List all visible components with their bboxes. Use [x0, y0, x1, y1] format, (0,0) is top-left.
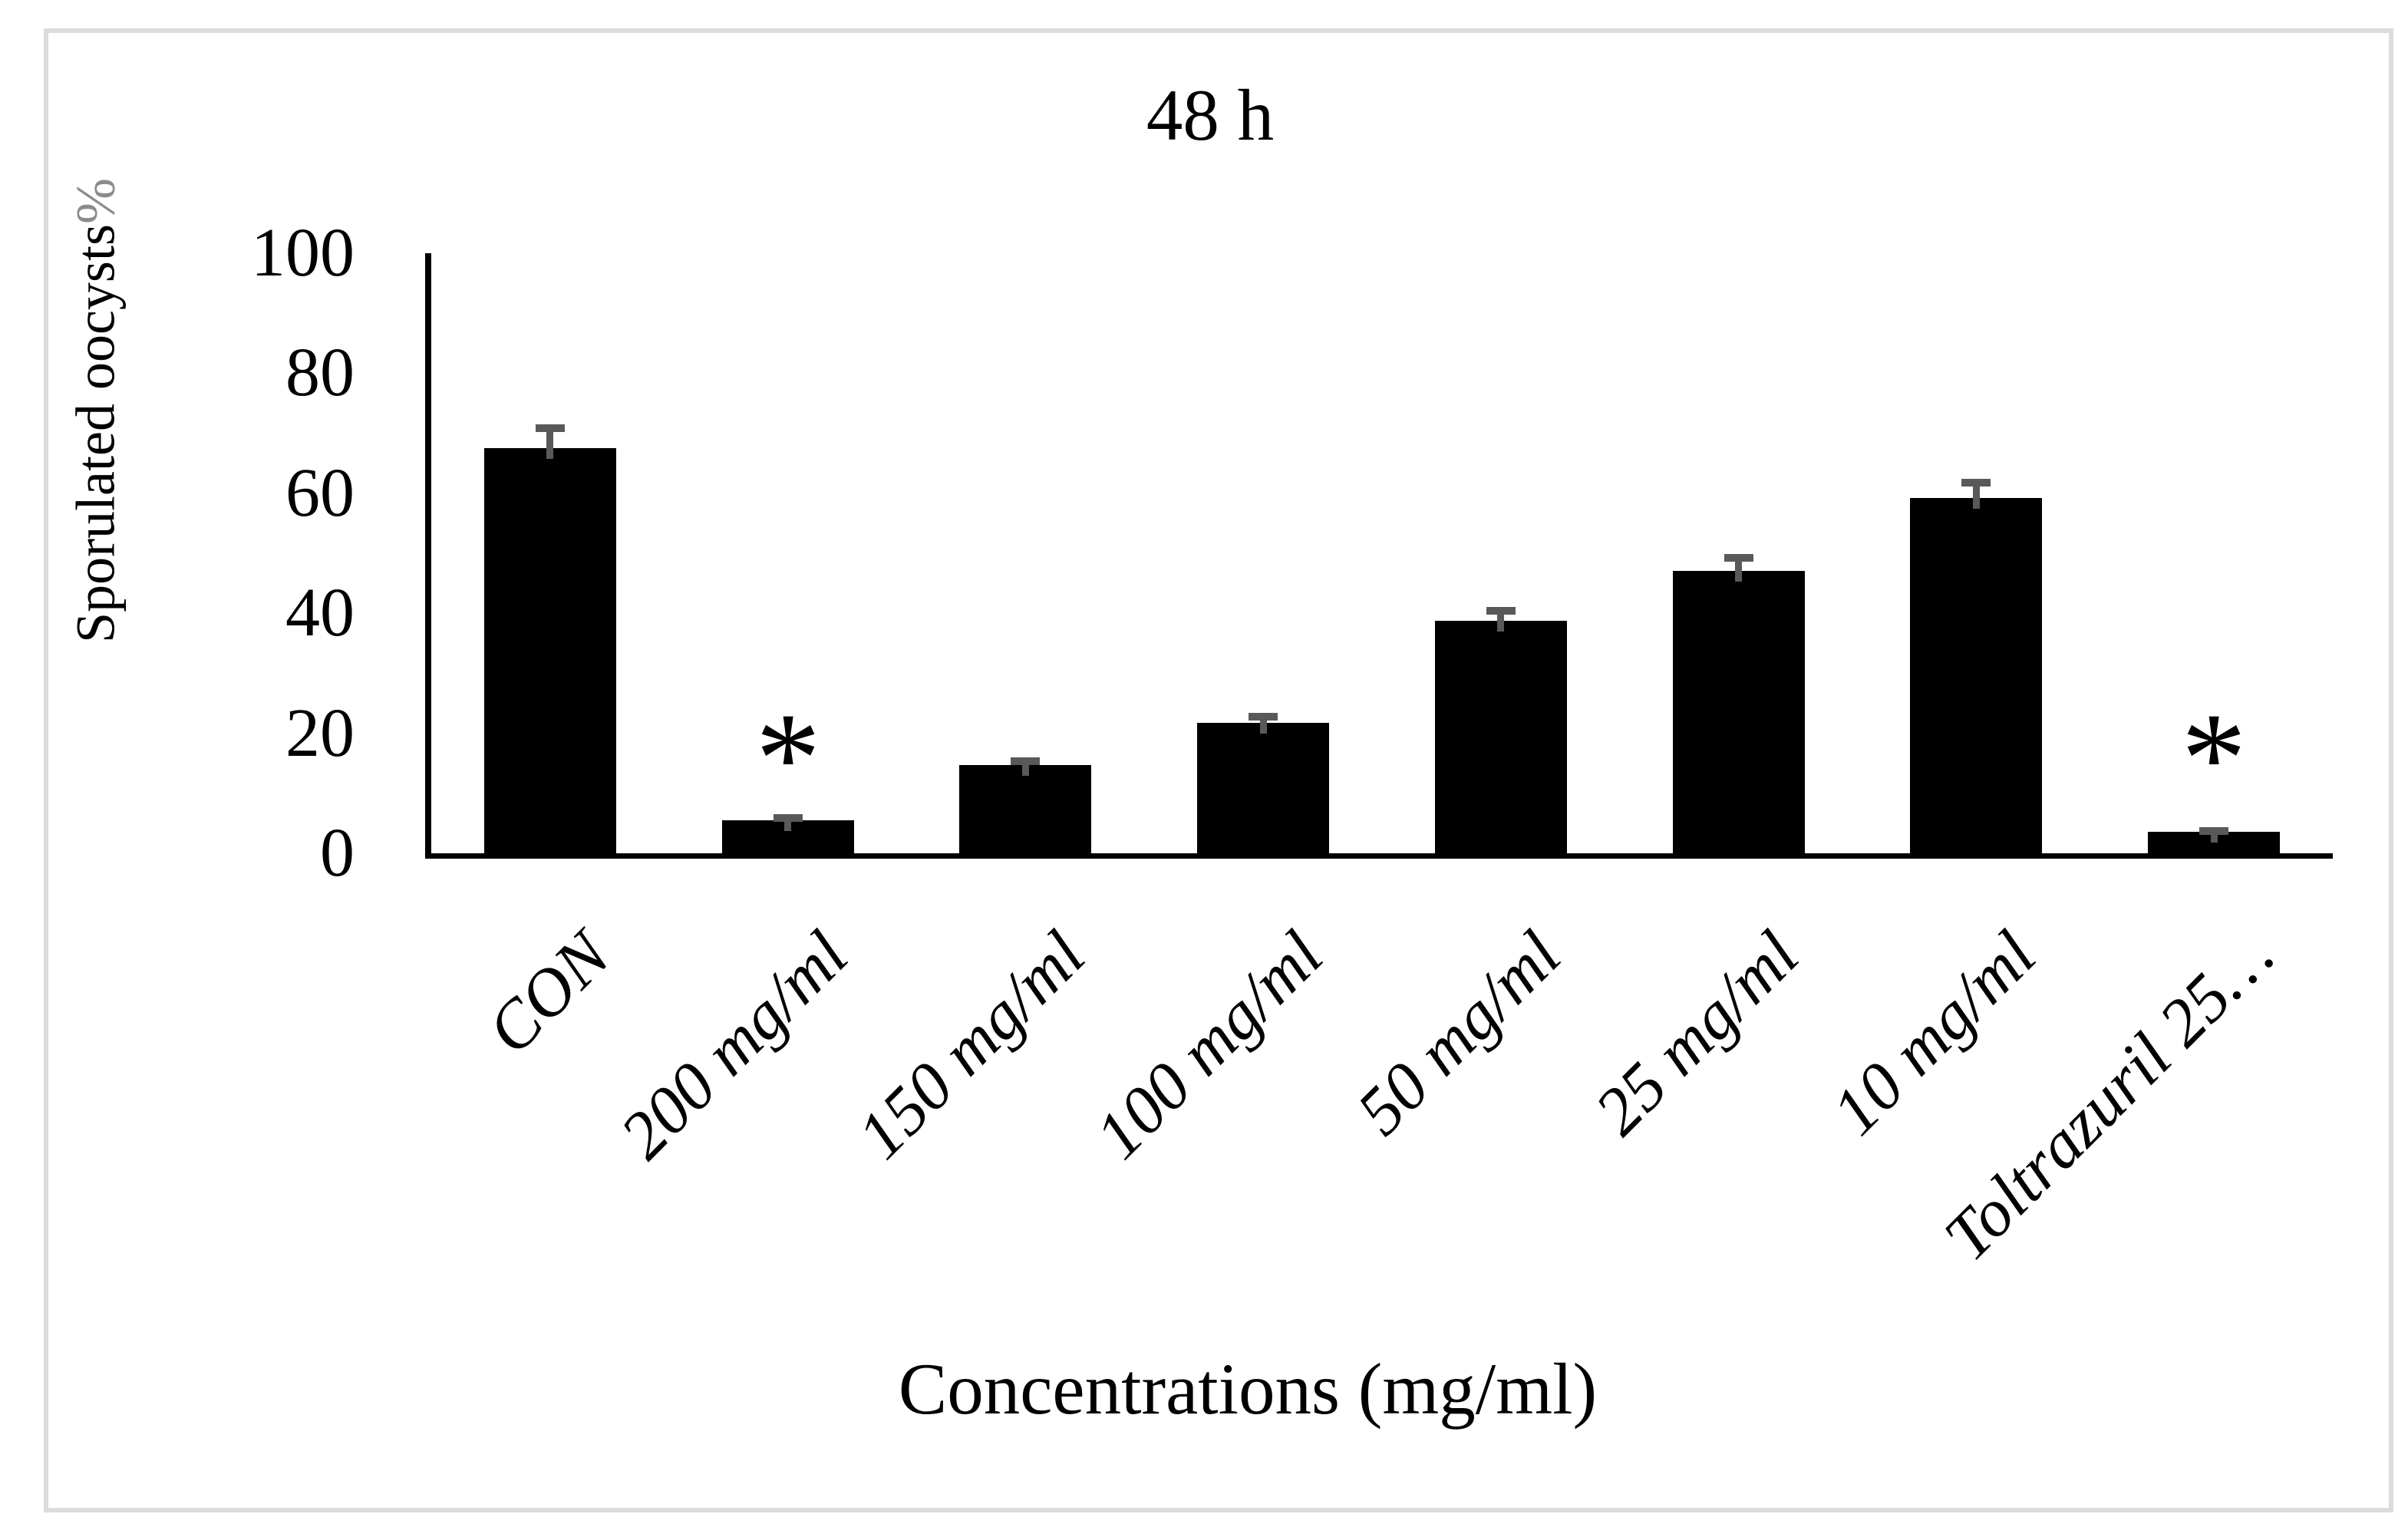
y-axis-line	[425, 253, 431, 859]
error-bar-whisker	[2211, 827, 2218, 843]
x-axis-line	[425, 853, 2333, 859]
bar-10 mg/ml	[1910, 498, 2042, 853]
error-bar-cap	[2199, 827, 2228, 835]
error-bar-whisker	[546, 424, 553, 459]
error-bar-cap	[1961, 479, 1991, 486]
error-bar-cap	[536, 424, 565, 432]
bar-150 mg/ml	[959, 765, 1091, 853]
bar-CON	[484, 448, 616, 853]
error-bar-cap	[1249, 713, 1278, 721]
bar-25 mg/ml	[1673, 571, 1805, 853]
y-tick-label: 40	[285, 575, 355, 651]
y-tick-label: 60	[285, 454, 355, 531]
bar-100 mg/ml	[1197, 723, 1329, 853]
y-tick-label: 0	[320, 815, 355, 891]
error-bar-cap	[1724, 554, 1753, 562]
error-bar-whisker	[1022, 757, 1029, 776]
error-bar-whisker	[1497, 607, 1504, 632]
y-axis-title-text: Sporulated oocysts	[64, 224, 127, 643]
error-bar-whisker	[784, 814, 791, 831]
x-axis-title: Concentrations (mg/ml)	[898, 1348, 1598, 1430]
bar-50 mg/ml	[1435, 621, 1567, 853]
error-bar-cap	[1486, 607, 1516, 615]
significance-asterisk: *	[755, 686, 821, 830]
y-tick-label: 20	[285, 694, 355, 771]
error-bar-cap	[774, 814, 803, 822]
error-bar-whisker	[1973, 479, 1980, 509]
y-tick-label: 80	[285, 335, 355, 411]
significance-asterisk: *	[2181, 686, 2247, 830]
chart-title: 48 h	[1146, 74, 1275, 156]
error-bar-cap	[1011, 757, 1040, 765]
y-axis-title: Sporulated oocysts%	[64, 178, 128, 643]
y-axis-title-percent-sign: %	[64, 178, 127, 225]
error-bar-whisker	[1735, 554, 1742, 582]
y-tick-label: 100	[251, 215, 355, 291]
error-bar-whisker	[1260, 713, 1267, 734]
